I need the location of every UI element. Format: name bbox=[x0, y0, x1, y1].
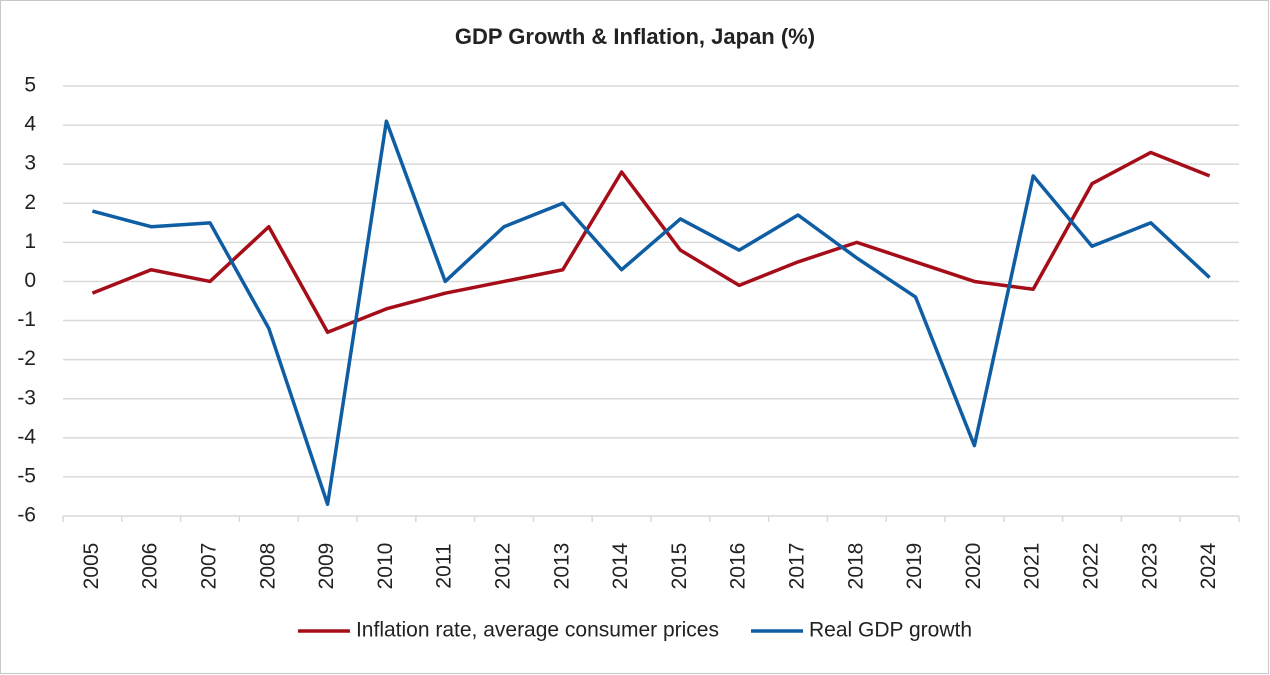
legend-label: Inflation rate, average consumer prices bbox=[356, 619, 719, 642]
x-tick-label: 2019 bbox=[903, 543, 926, 590]
y-tick-label: -6 bbox=[17, 504, 36, 527]
x-tick-label: 2005 bbox=[80, 543, 103, 590]
x-tick-label: 2015 bbox=[668, 543, 691, 590]
y-tick-label: 2 bbox=[24, 191, 36, 214]
x-tick-label: 2021 bbox=[1021, 543, 1044, 590]
y-tick-label: 0 bbox=[24, 269, 36, 292]
x-tick-label: 2020 bbox=[962, 543, 985, 590]
y-tick-label: 5 bbox=[24, 74, 36, 97]
y-tick-label: -4 bbox=[17, 425, 36, 448]
chart-title: GDP Growth & Inflation, Japan (%) bbox=[455, 24, 815, 49]
x-tick-label: 2011 bbox=[433, 543, 456, 588]
x-tick-label: 2018 bbox=[844, 543, 867, 590]
x-tick-label: 2023 bbox=[1138, 543, 1161, 590]
x-tick-label: 2016 bbox=[727, 543, 750, 590]
x-tick-label: 2012 bbox=[492, 543, 515, 590]
x-tick-label: 2014 bbox=[609, 542, 632, 589]
series-line bbox=[91, 150, 1211, 335]
x-tick-label: 2017 bbox=[786, 543, 809, 590]
x-tick-label: 2022 bbox=[1080, 543, 1103, 590]
y-tick-label: -3 bbox=[17, 386, 36, 409]
y-tick-label: 3 bbox=[24, 152, 36, 175]
x-tick-label: 2009 bbox=[315, 543, 338, 590]
x-tick-label: 2006 bbox=[139, 543, 162, 590]
y-tick-label: 1 bbox=[24, 230, 36, 253]
x-tick-label: 2024 bbox=[1197, 542, 1220, 589]
x-tick-label: 2008 bbox=[256, 543, 279, 590]
x-tick-label: 2013 bbox=[550, 543, 573, 590]
x-tick-label: 2010 bbox=[374, 543, 397, 590]
y-tick-label: -2 bbox=[17, 347, 36, 370]
series-line bbox=[91, 119, 1211, 507]
y-tick-label: 4 bbox=[24, 113, 36, 136]
x-tick-label: 2007 bbox=[198, 543, 221, 590]
y-tick-label: -5 bbox=[17, 464, 36, 487]
y-tick-label: -1 bbox=[17, 308, 36, 331]
legend-label: Real GDP growth bbox=[809, 619, 972, 642]
